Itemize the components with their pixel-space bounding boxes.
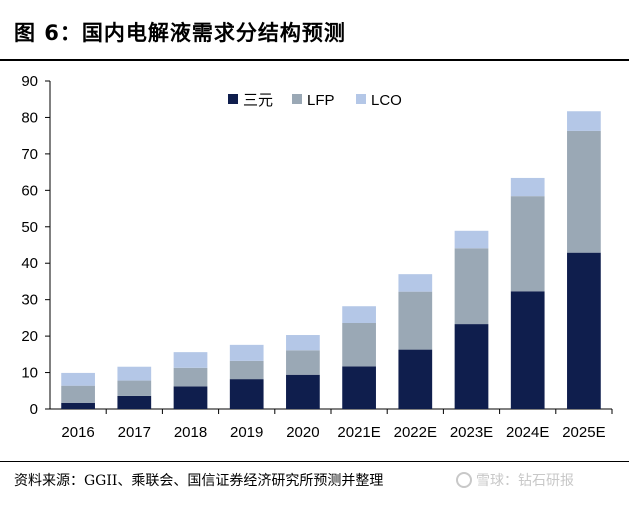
x-tick-label: 2017 xyxy=(118,424,151,441)
x-tick-label: 2021E xyxy=(337,424,380,441)
bar-segment xyxy=(173,352,208,368)
y-tick-label: 0 xyxy=(30,401,38,418)
title-bar: 图 6：国内电解液需求分结构预测 xyxy=(0,0,629,61)
y-tick-label: 50 xyxy=(21,219,38,236)
snowball-logo-icon xyxy=(456,472,472,488)
bar-segment xyxy=(117,366,152,381)
bar-segment xyxy=(286,335,320,351)
legend-label: 三元 xyxy=(243,92,273,109)
bar-segment xyxy=(567,111,601,131)
legend-swatch xyxy=(356,94,366,104)
bar-segment xyxy=(229,379,264,409)
y-tick-label: 70 xyxy=(21,146,38,163)
y-tick-label: 80 xyxy=(21,109,38,126)
title-rule xyxy=(0,59,629,61)
bar-segment xyxy=(173,367,208,387)
bar-segment xyxy=(567,130,601,253)
bar-segment xyxy=(286,374,320,409)
source-note: 资料来源：GGII、乘联会、国信证券经济研究所预测并整理 xyxy=(14,473,384,489)
bar-segment xyxy=(342,366,376,409)
bar-segment xyxy=(398,291,433,350)
x-tick-label: 2020 xyxy=(286,424,319,441)
bar-segment xyxy=(398,274,433,292)
legend-label: LCO xyxy=(371,92,402,109)
x-tick-label: 2023E xyxy=(450,424,493,441)
bar-segment xyxy=(454,248,489,325)
x-tick-label: 2016 xyxy=(61,424,94,441)
bar-segment xyxy=(567,252,601,409)
y-tick-label: 40 xyxy=(21,255,38,272)
stacked-bar-chart: 0 10 20 30 40 50 60 70 80 90 2016 2017 2018 2019 2020 2… xyxy=(21,73,613,441)
bar-segment xyxy=(117,395,152,409)
bar-segment xyxy=(61,385,95,403)
bar-segment xyxy=(61,402,95,409)
bar-segment xyxy=(173,386,208,409)
bar-segment xyxy=(454,324,489,409)
bar-segment xyxy=(510,177,545,197)
bar-segment xyxy=(286,350,320,375)
y-tick-label: 90 xyxy=(21,73,38,90)
legend-label: LFP xyxy=(307,92,335,109)
x-tick-label: 2019 xyxy=(230,424,263,441)
bar-segment xyxy=(61,372,95,386)
y-tick-label: 10 xyxy=(21,365,38,382)
source-rule xyxy=(0,461,629,462)
y-tick-label: 20 xyxy=(21,328,38,345)
legend-swatch xyxy=(228,94,238,104)
bar-segment xyxy=(454,230,489,249)
bar-segment xyxy=(342,322,376,367)
x-tick-label: 2025E xyxy=(562,424,605,441)
y-tick-label: 30 xyxy=(21,292,38,309)
x-tick-label: 2024E xyxy=(506,424,549,441)
bar-segment xyxy=(229,344,264,361)
watermark: 雪球：钻石研报 xyxy=(456,470,574,490)
watermark-text: 雪球：钻石研报 xyxy=(476,473,574,489)
bar-segment xyxy=(510,291,545,409)
bar-segment xyxy=(398,349,433,409)
bar-segment xyxy=(342,306,376,323)
y-tick-label: 60 xyxy=(21,182,38,199)
bar-segment xyxy=(229,360,264,380)
x-tick-label: 2022E xyxy=(394,424,437,441)
bar-segment xyxy=(117,380,152,396)
bar-segment xyxy=(510,196,545,292)
x-tick-label: 2018 xyxy=(174,424,207,441)
figure-title: 图 6：国内电解液需求分结构预测 xyxy=(14,21,346,45)
legend-swatch xyxy=(292,94,302,104)
